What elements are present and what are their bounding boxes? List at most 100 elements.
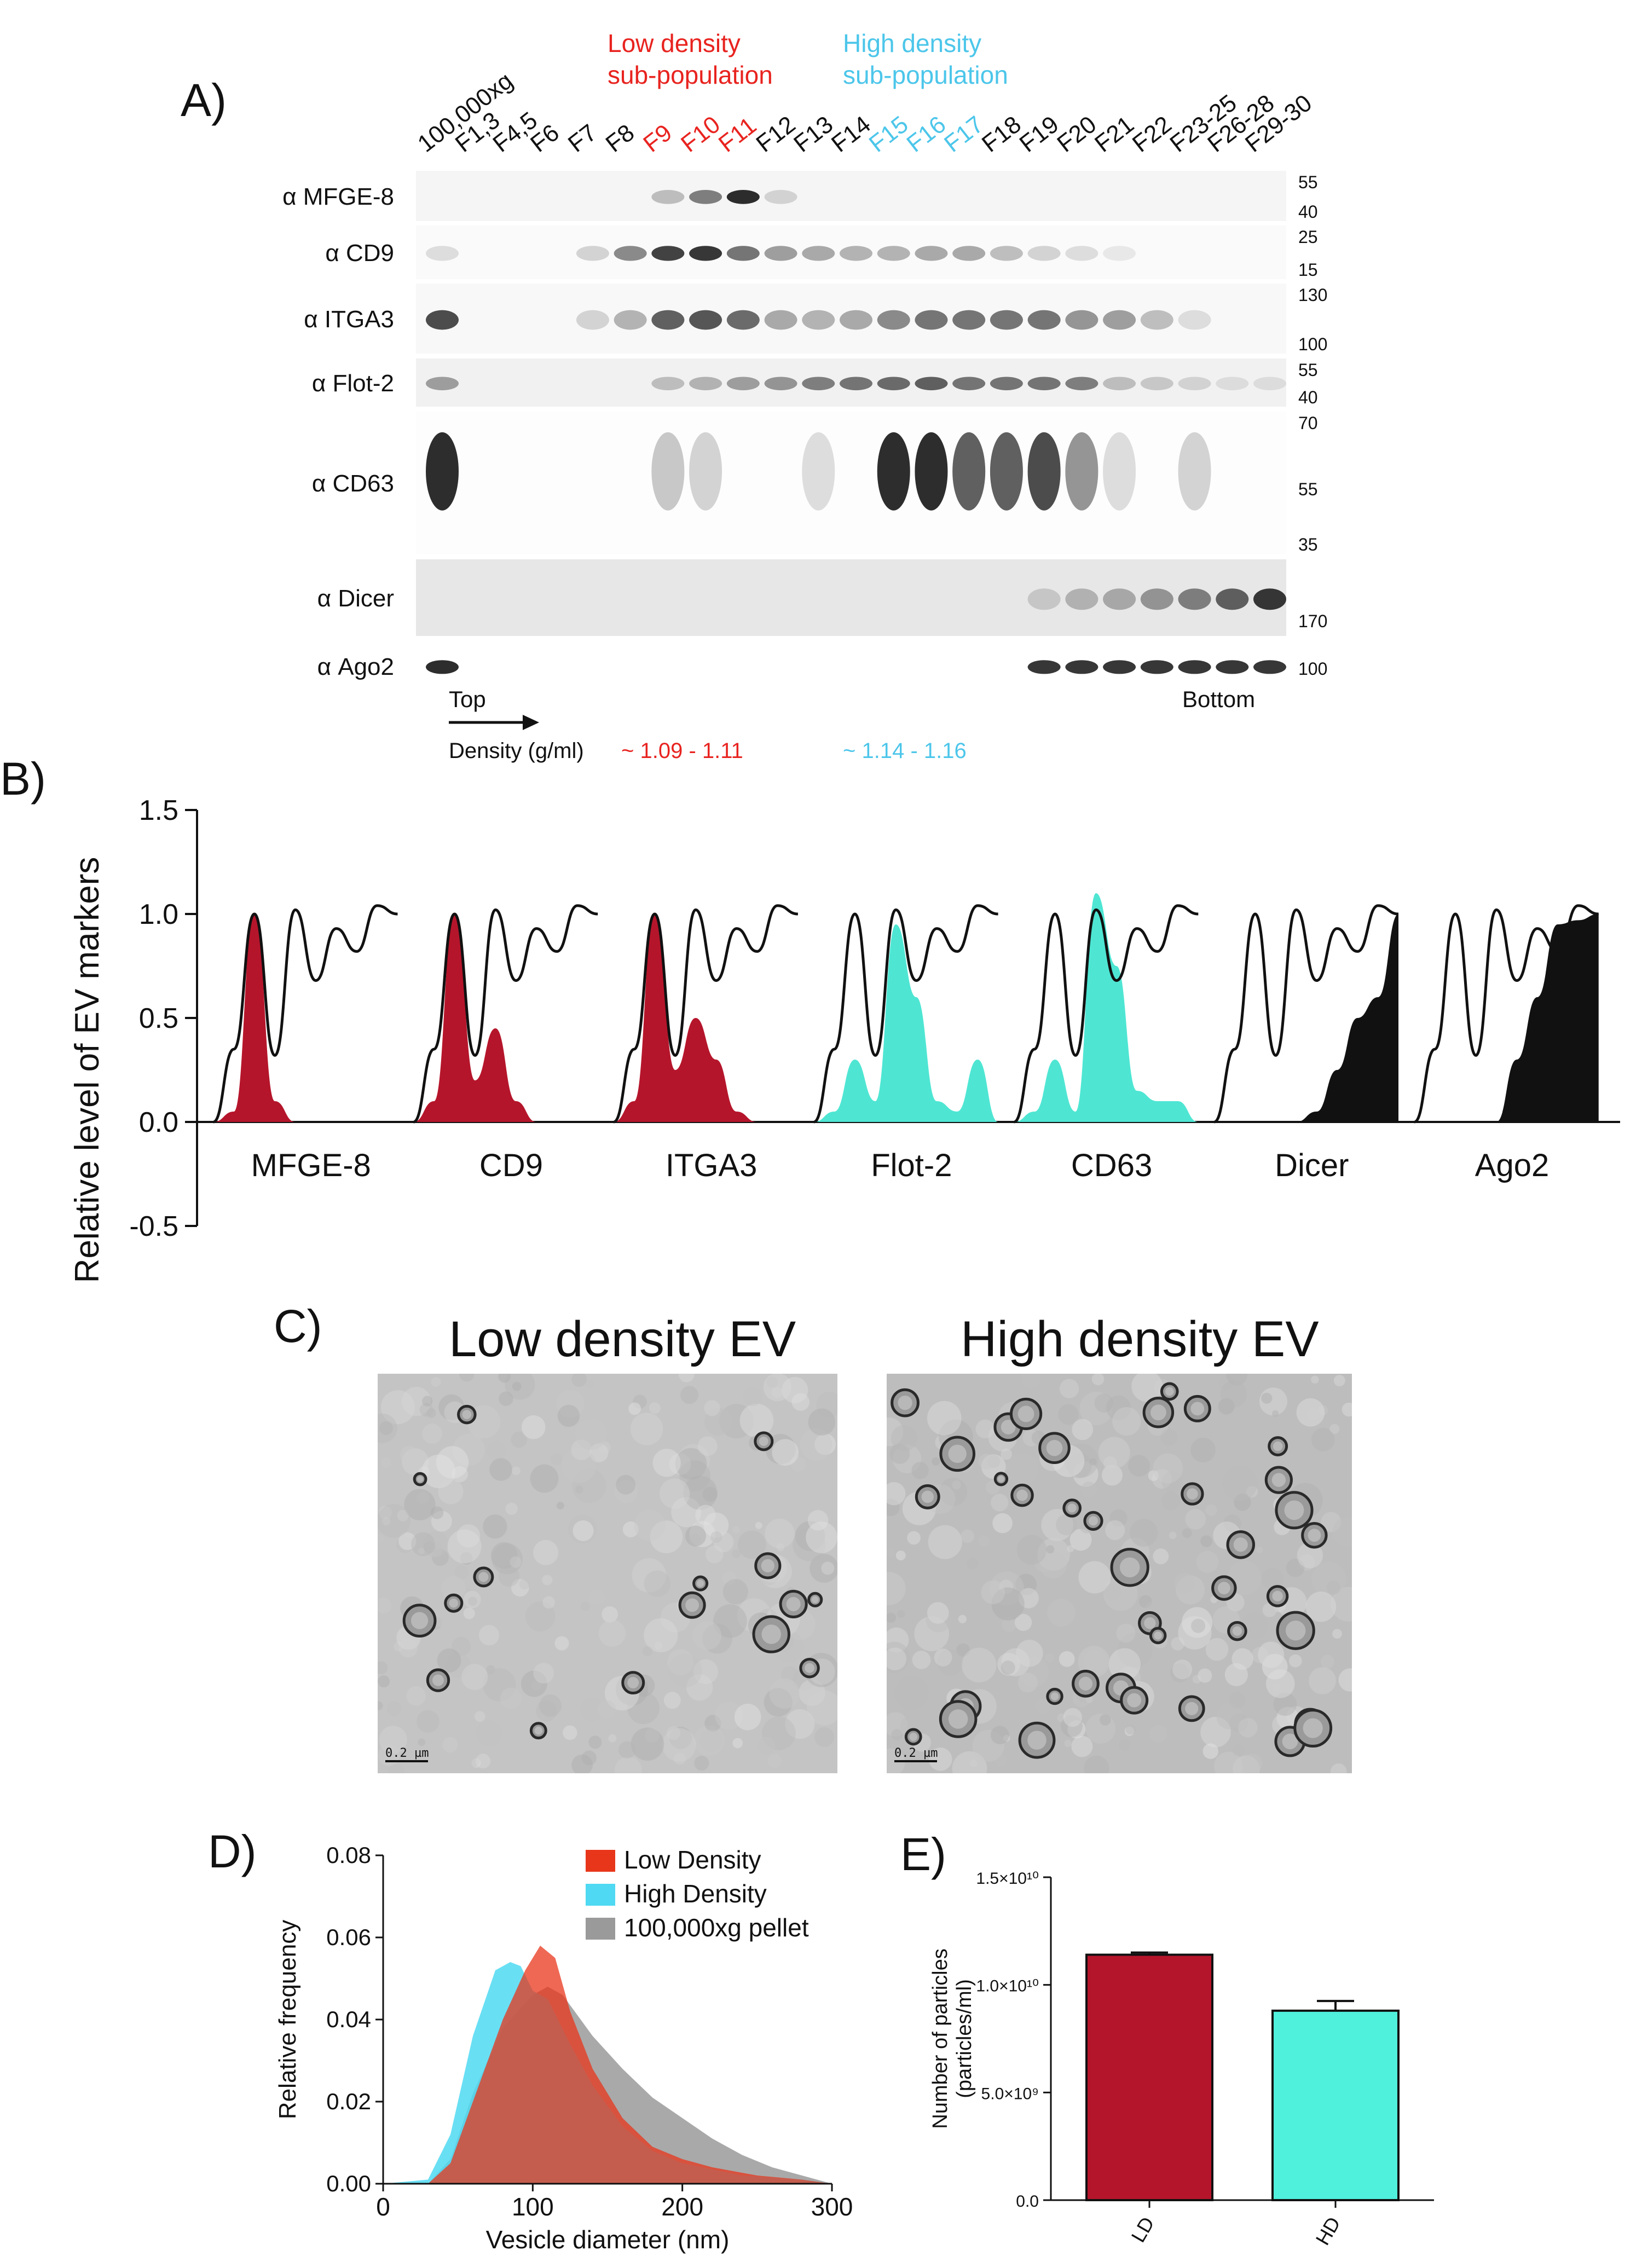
blot-band: [990, 377, 1023, 391]
vesicle: [1282, 1733, 1298, 1750]
em-texture: [589, 1443, 609, 1462]
blot-band: [426, 246, 459, 261]
em-texture: [685, 1525, 706, 1547]
em-texture: [561, 1448, 597, 1483]
blot-band: [1065, 310, 1098, 330]
d-legend-swatch: [586, 1850, 615, 1872]
em-texture: [557, 1404, 580, 1427]
d-y-tick-label: 0.00: [326, 2171, 371, 2196]
blot-band: [877, 246, 910, 261]
blot-band: [877, 377, 910, 391]
b-category-label: Flot-2: [871, 1148, 952, 1183]
em-texture: [821, 1561, 835, 1575]
em-texture: [1333, 1375, 1345, 1387]
em-texture: [764, 1688, 793, 1717]
em-texture: [616, 1474, 636, 1495]
em-texture: [790, 1456, 806, 1472]
blot-band: [1103, 310, 1136, 330]
blot-band: [689, 310, 722, 330]
em-texture: [597, 1700, 616, 1719]
blot-band: [915, 432, 948, 511]
em-texture: [474, 1711, 485, 1722]
density-label: Density (g/ml): [449, 739, 584, 763]
em-texture: [1241, 1753, 1263, 1773]
em-texture: [897, 1610, 905, 1618]
em-texture: [398, 1532, 417, 1550]
em-texture: [1214, 1751, 1243, 1773]
em-texture: [891, 1425, 917, 1451]
em-texture: [463, 1607, 475, 1619]
vesicle: [462, 1410, 472, 1419]
em-texture: [644, 1618, 678, 1652]
blot-strip: α ITGA3 130 100: [304, 284, 1327, 354]
em-texture: [417, 1710, 440, 1733]
blot-band: [1178, 660, 1211, 674]
em-texture: [511, 1466, 521, 1476]
antibody-label: α CD9: [325, 240, 394, 267]
vesicle: [1078, 1676, 1093, 1691]
high-density-em-image: 0.2 µm: [887, 1374, 1352, 1773]
blot-band: [689, 377, 722, 391]
antibody-label: α Dicer: [317, 585, 394, 612]
em-texture: [1063, 1708, 1082, 1727]
em-texture: [673, 1752, 686, 1765]
em-texture: [1205, 1504, 1217, 1516]
em-texture: [448, 1738, 481, 1772]
em-texture: [454, 1565, 469, 1580]
em-texture: [614, 1756, 642, 1773]
em-texture: [575, 1485, 583, 1494]
em-texture: [442, 1737, 458, 1753]
em-texture: [1331, 1587, 1352, 1622]
blot-band: [990, 246, 1023, 261]
vesicle: [417, 1476, 424, 1483]
vesicle: [1233, 1537, 1248, 1552]
b-marker-group: MFGE-8: [212, 904, 398, 1183]
em-texture: [525, 1601, 556, 1631]
em-texture: [939, 1478, 968, 1506]
em-texture: [713, 1604, 747, 1638]
em-texture: [887, 1548, 895, 1557]
em-texture: [1306, 1408, 1319, 1420]
em-texture: [991, 1587, 1025, 1621]
vesicle: [1127, 1693, 1142, 1708]
blot-band: [651, 246, 685, 261]
vesicle: [432, 1674, 444, 1686]
em-texture: [378, 1504, 410, 1538]
b-category-label: Dicer: [1275, 1148, 1349, 1183]
em-texture: [767, 1754, 782, 1768]
b-marker-group: CD9: [413, 904, 598, 1183]
em-texture: [1001, 1648, 1030, 1676]
em-texture: [1246, 1485, 1258, 1498]
em-texture: [1098, 1437, 1130, 1469]
em-texture: [1218, 1398, 1235, 1415]
em-texture: [398, 1638, 418, 1658]
em-texture: [575, 1418, 608, 1450]
em-texture: [422, 1396, 433, 1407]
em-texture: [1073, 1461, 1098, 1487]
em-texture: [1288, 1654, 1302, 1668]
antibody-label: α ITGA3: [304, 306, 394, 333]
em-texture: [1229, 1692, 1246, 1709]
em-texture: [586, 1401, 597, 1412]
blot-band: [1027, 246, 1061, 261]
em-texture: [927, 1602, 949, 1624]
em-texture: [1066, 1453, 1092, 1479]
em-texture: [697, 1436, 718, 1456]
em-texture: [895, 1550, 906, 1561]
em-texture: [402, 1386, 431, 1416]
em-texture: [1191, 1618, 1206, 1633]
blot-band: [1140, 377, 1173, 391]
em-texture: [1178, 1616, 1212, 1650]
em-texture: [975, 1419, 995, 1439]
em-texture: [889, 1444, 910, 1464]
vesicle: [478, 1572, 489, 1582]
em-texture: [1056, 1514, 1078, 1536]
em-texture: [533, 1663, 554, 1684]
e-y-axis-label: (particles/ml): [953, 1979, 976, 2098]
em-texture: [1047, 1599, 1076, 1627]
d-legend-label: Low Density: [624, 1845, 761, 1874]
em-texture: [510, 1556, 522, 1568]
em-texture: [1039, 1550, 1067, 1579]
em-texture: [1112, 1407, 1141, 1436]
em-texture: [378, 1506, 392, 1519]
